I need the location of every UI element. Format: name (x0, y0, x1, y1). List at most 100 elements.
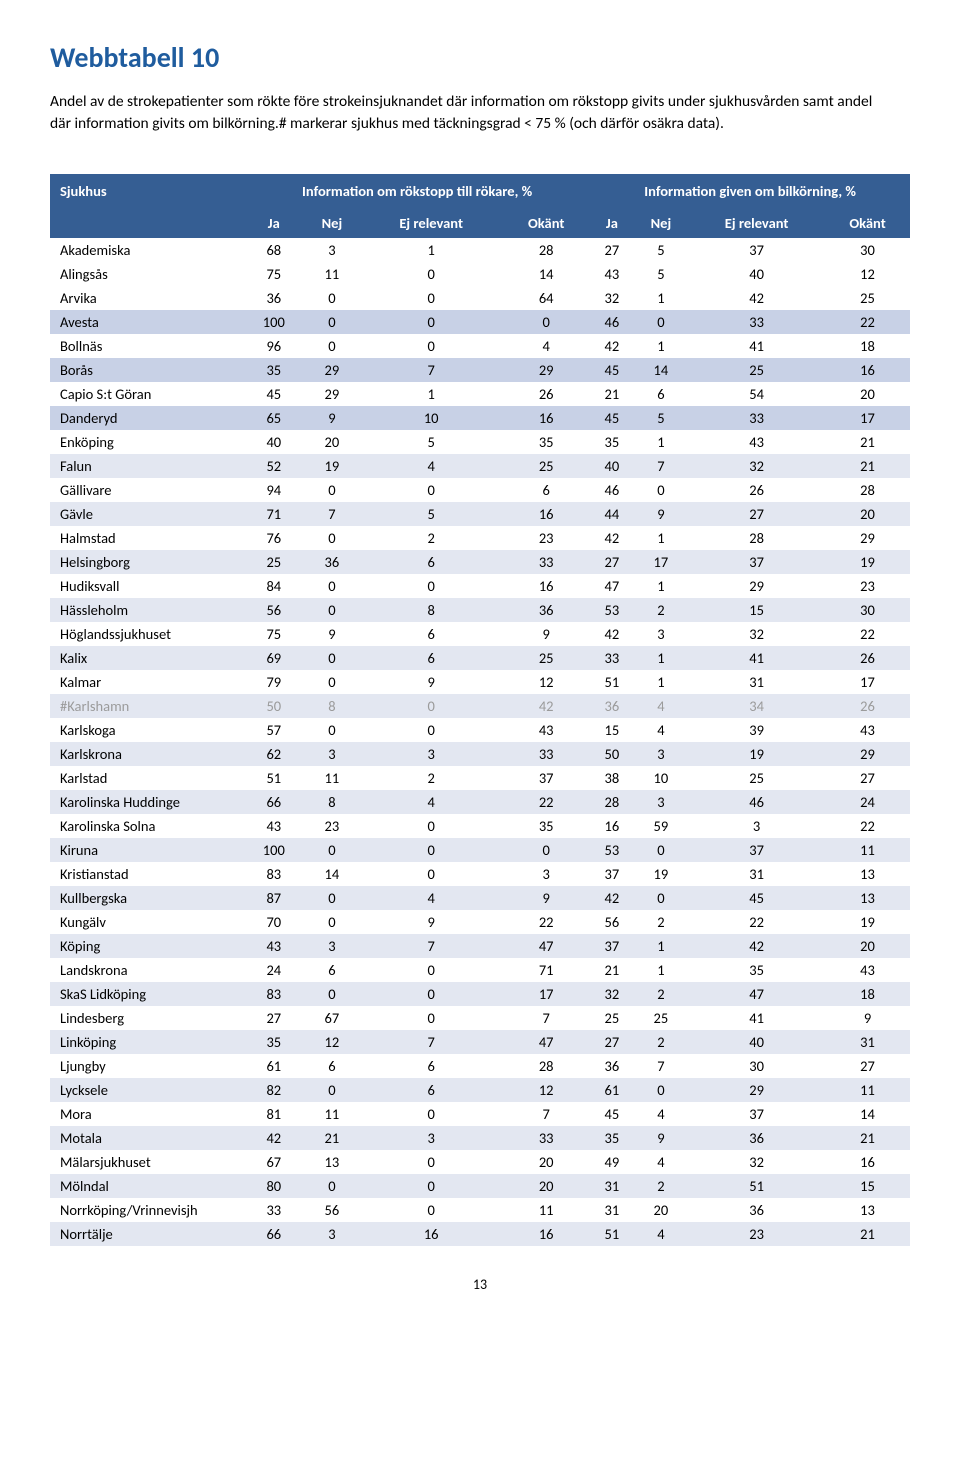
row-name: Hässleholm (50, 598, 244, 622)
col-group-2: Information given om bilkörning, % (590, 174, 910, 208)
cell-value: 30 (825, 598, 910, 622)
row-name: Lindesberg (50, 1006, 244, 1030)
cell-value: 37 (590, 862, 633, 886)
cell-value: 0 (304, 718, 361, 742)
cell-value: 1 (634, 526, 689, 550)
cell-value: 0 (304, 910, 361, 934)
cell-value: 5 (634, 262, 689, 286)
cell-value: 6 (360, 1054, 502, 1078)
cell-value: 0 (360, 334, 502, 358)
row-name: Norrtälje (50, 1222, 244, 1246)
cell-value: 20 (502, 1174, 590, 1198)
cell-value: 16 (360, 1222, 502, 1246)
cell-value: 7 (502, 1102, 590, 1126)
cell-value: 6 (304, 958, 361, 982)
cell-value: 40 (590, 454, 633, 478)
cell-value: 4 (360, 454, 502, 478)
cell-value: 35 (244, 358, 304, 382)
cell-value: 20 (502, 1150, 590, 1174)
cell-value: 56 (590, 910, 633, 934)
cell-value: 26 (825, 646, 910, 670)
row-name: Karlskoga (50, 718, 244, 742)
row-name: Linköping (50, 1030, 244, 1054)
cell-value: 0 (304, 598, 361, 622)
row-name: Hudiksvall (50, 574, 244, 598)
empty-header (50, 208, 244, 238)
cell-value: 11 (304, 262, 361, 286)
cell-value: 56 (304, 1198, 361, 1222)
cell-value: 2 (634, 598, 689, 622)
row-name: Kiruna (50, 838, 244, 862)
table-row: Lindesberg2767072525419 (50, 1006, 910, 1030)
cell-value: 1 (634, 934, 689, 958)
cell-value: 8 (304, 694, 361, 718)
row-name: Lycksele (50, 1078, 244, 1102)
cell-value: 31 (590, 1198, 633, 1222)
row-name: Kalix (50, 646, 244, 670)
cell-value: 43 (825, 958, 910, 982)
cell-value: 4 (360, 886, 502, 910)
cell-value: 0 (634, 1078, 689, 1102)
cell-value: 87 (244, 886, 304, 910)
cell-value: 34 (688, 694, 825, 718)
cell-value: 66 (244, 790, 304, 814)
cell-value: 1 (634, 430, 689, 454)
cell-value: 0 (304, 286, 361, 310)
cell-value: 42 (688, 934, 825, 958)
cell-value: 21 (825, 454, 910, 478)
cell-value: 45 (590, 406, 633, 430)
cell-value: 33 (502, 742, 590, 766)
cell-value: 37 (688, 838, 825, 862)
cell-value: 13 (304, 1150, 361, 1174)
cell-value: 33 (502, 550, 590, 574)
cell-value: 32 (590, 982, 633, 1006)
row-name: Kristianstad (50, 862, 244, 886)
cell-value: 42 (688, 286, 825, 310)
cell-value: 61 (244, 1054, 304, 1078)
cell-value: 36 (244, 286, 304, 310)
cell-value: 80 (244, 1174, 304, 1198)
cell-value: 36 (502, 598, 590, 622)
cell-value: 3 (634, 742, 689, 766)
cell-value: 75 (244, 622, 304, 646)
row-name: Mälarsjukhuset (50, 1150, 244, 1174)
cell-value: 28 (590, 790, 633, 814)
cell-value: 35 (502, 814, 590, 838)
cell-value: 24 (244, 958, 304, 982)
cell-value: 9 (304, 406, 361, 430)
cell-value: 42 (590, 622, 633, 646)
cell-value: 62 (244, 742, 304, 766)
table-row: Kalmar7909125113117 (50, 670, 910, 694)
cell-value: 0 (634, 478, 689, 502)
table-row: Danderyd65910164553317 (50, 406, 910, 430)
cell-value: 45 (244, 382, 304, 406)
table-row: Enköping40205353514321 (50, 430, 910, 454)
table-row: Akademiska6831282753730 (50, 238, 910, 262)
table-row: Karlskoga5700431543943 (50, 718, 910, 742)
cell-value: 0 (304, 982, 361, 1006)
cell-value: 16 (825, 1150, 910, 1174)
cell-value: 11 (304, 766, 361, 790)
cell-value: 2 (634, 1174, 689, 1198)
cell-value: 83 (244, 862, 304, 886)
cell-value: 76 (244, 526, 304, 550)
cell-value: 4 (502, 334, 590, 358)
cell-value: 9 (360, 910, 502, 934)
table-row: Norrtälje66316165142321 (50, 1222, 910, 1246)
cell-value: 3 (634, 790, 689, 814)
cell-value: 29 (825, 742, 910, 766)
table-row: Gävle7175164492720 (50, 502, 910, 526)
cell-value: 51 (244, 766, 304, 790)
sub-col-header: Nej (304, 208, 361, 238)
cell-value: 1 (634, 646, 689, 670)
cell-value: 28 (825, 478, 910, 502)
cell-value: 0 (360, 958, 502, 982)
cell-value: 1 (360, 382, 502, 406)
cell-value: 13 (825, 886, 910, 910)
table-row: Capio S:t Göran45291262165420 (50, 382, 910, 406)
cell-value: 27 (688, 502, 825, 526)
cell-value: 16 (502, 1222, 590, 1246)
row-name: Alingsås (50, 262, 244, 286)
cell-value: 37 (590, 934, 633, 958)
cell-value: 61 (590, 1078, 633, 1102)
